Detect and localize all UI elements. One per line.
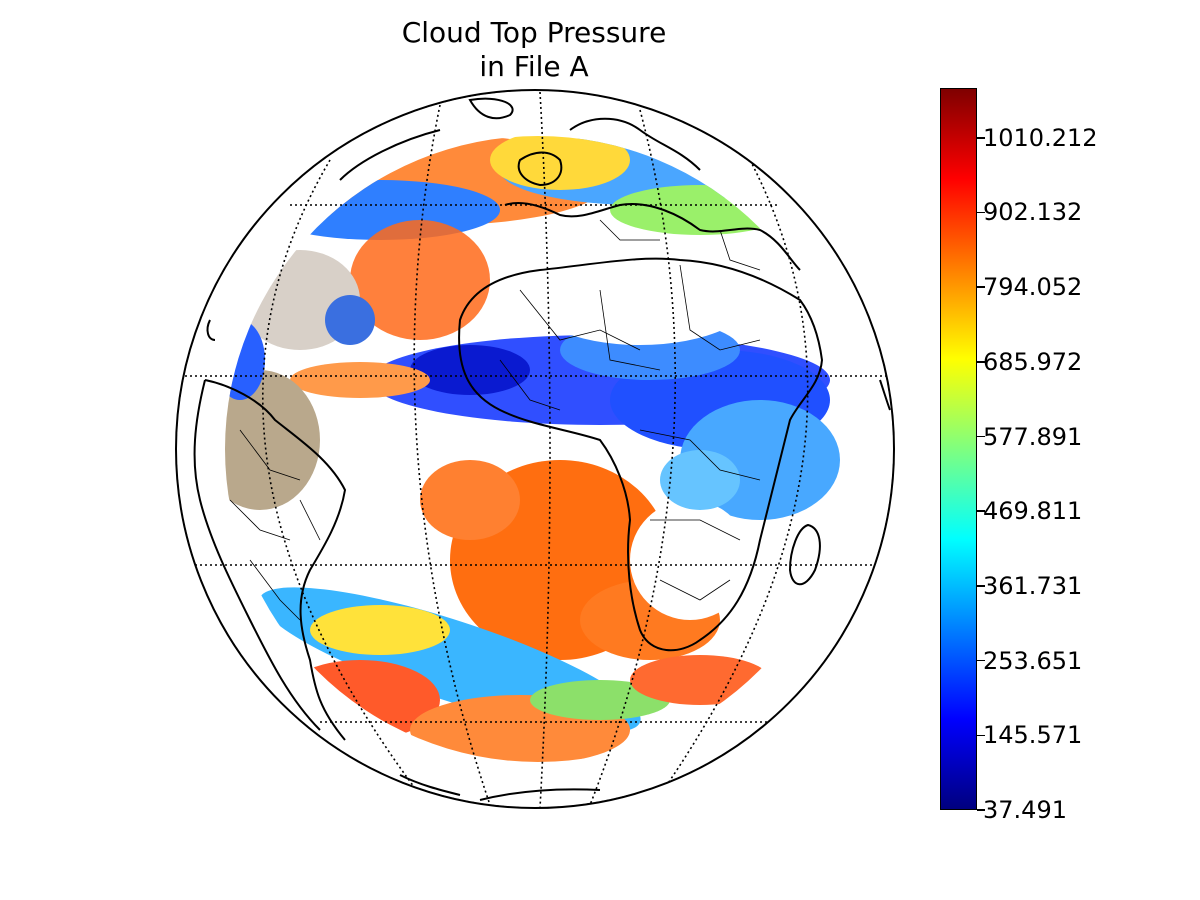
map-title: Cloud Top Pressure in File A — [334, 16, 734, 84]
colorbar-tick-label: 37.491 — [983, 796, 1067, 824]
title-line-2: in File A — [479, 50, 589, 83]
colorbar-tick-label: 577.891 — [983, 422, 1083, 451]
colorbar-tick — [977, 435, 985, 438]
globe-map — [175, 89, 895, 809]
colorbar-tick — [977, 734, 985, 737]
colorbar-tick-label: 253.651 — [983, 646, 1083, 675]
colorbar-tick — [977, 361, 985, 363]
colorbar — [940, 88, 977, 810]
colorbar-tick-label: 685.972 — [983, 347, 1083, 376]
colorbar-tick — [977, 286, 985, 288]
colorbar-tick-label: 1010.212 — [983, 123, 1098, 152]
colorbar-tick — [977, 585, 985, 587]
colorbar-tick — [977, 510, 985, 512]
colorbar-tick-label: 361.731 — [983, 571, 1083, 600]
country-borders — [229, 219, 761, 621]
title-line-1: Cloud Top Pressure — [401, 16, 667, 49]
colorbar-tick-label: 902.132 — [983, 198, 1083, 227]
colorbar-tick — [977, 659, 985, 662]
colorbar-tick — [977, 211, 985, 214]
colorbar-tick — [977, 809, 985, 811]
colorbar-tick-label: 794.052 — [983, 273, 1083, 302]
colorbar-tick — [977, 137, 985, 139]
colorbar-tick-label: 469.811 — [983, 497, 1083, 526]
colorbar-tick-label: 145.571 — [983, 721, 1083, 750]
coastlines — [193, 97, 891, 801]
